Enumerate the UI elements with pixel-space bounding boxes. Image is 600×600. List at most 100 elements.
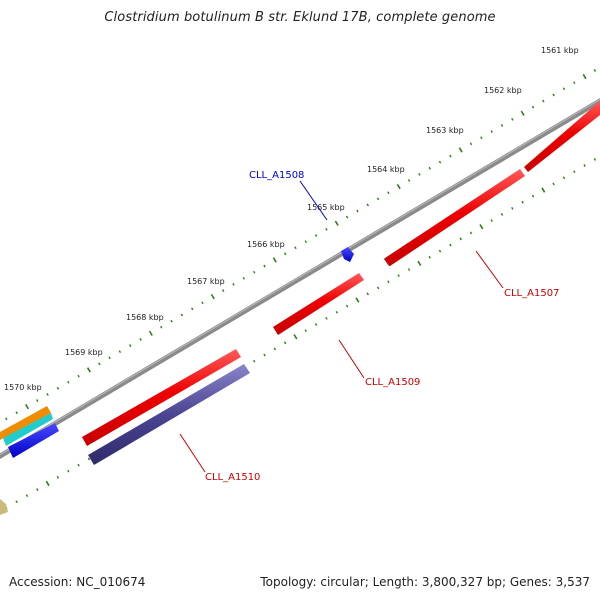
inner-track-minor-tick: [531, 194, 535, 198]
inner-track-minor-tick: [552, 182, 555, 186]
inner-track-minor-tick: [562, 176, 566, 180]
outer-track-major-tick: [396, 183, 401, 190]
inner-track-minor-tick: [263, 353, 266, 357]
outer-track-minor-tick: [511, 117, 514, 121]
gene-cll-a1510[interactable]: [88, 364, 250, 465]
inner-track-minor-tick: [500, 213, 504, 216]
inner-track-major-tick: [293, 334, 298, 340]
outer-track-minor-tick: [314, 234, 318, 237]
outer-track-minor-tick: [5, 417, 8, 421]
inner-track-minor-tick: [428, 255, 431, 259]
gene-left-blue[interactable]: [8, 423, 59, 458]
outer-track-minor-tick: [221, 289, 225, 292]
outer-track-minor-tick: [56, 386, 60, 390]
outer-track-minor-tick: [77, 374, 80, 378]
inner-track-minor-tick: [325, 317, 328, 320]
scale-label-1569: 1569 kbp: [65, 348, 103, 357]
scale-label-1564: 1564 kbp: [367, 165, 405, 174]
inner-track-minor-tick: [521, 200, 524, 204]
scale-label-1562: 1562 kbp: [484, 86, 522, 95]
outer-track-minor-tick: [139, 338, 142, 341]
inner-track-minor-tick: [407, 268, 411, 271]
outer-track-minor-tick: [283, 252, 287, 256]
inner-track-major-tick: [417, 260, 422, 267]
outer-track-minor-tick: [15, 411, 18, 415]
inner-track-minor-tick: [15, 500, 18, 504]
outer-track-minor-tick: [542, 99, 545, 103]
inner-track-minor-tick: [273, 347, 277, 351]
inner-track-minor-tick: [490, 219, 493, 222]
inner-track-minor-tick: [67, 469, 70, 473]
outer-track-minor-tick: [469, 142, 473, 146]
gene-cll-a1508[interactable]: [341, 247, 354, 262]
outer-track-minor-tick: [190, 307, 194, 311]
gene-left-cyan[interactable]: [3, 413, 53, 446]
inner-track-major-tick: [541, 187, 546, 193]
gene-cll-a1510-red[interactable]: [82, 349, 241, 446]
inner-track-minor-tick: [314, 323, 318, 326]
gene-left-orange[interactable]: [0, 406, 51, 440]
inner-track-minor-tick: [438, 249, 442, 253]
outer-track-minor-tick: [118, 350, 122, 354]
gene-cll-a1507[interactable]: [384, 101, 600, 266]
gene-label-cll-a1509[interactable]: CLL_A1509: [365, 377, 420, 388]
inner-track-minor-tick: [511, 206, 514, 210]
inner-track-major-tick: [45, 480, 50, 487]
outer-track-major-tick: [25, 403, 29, 410]
outer-track-minor-tick: [356, 209, 359, 213]
inner-track-minor-tick: [36, 488, 39, 491]
scale-label-1565: 1565 kbp: [307, 203, 345, 212]
gene-label-leaders: [179, 180, 504, 473]
scale-label-1570: 1570 kbp: [4, 383, 42, 392]
outer-track-minor-tick: [129, 344, 132, 347]
inner-track-major-tick: [479, 224, 484, 230]
topology-summary-text: Topology: circular; Length: 3,800,327 bp…: [260, 575, 590, 589]
gene-label-cll-a1510[interactable]: CLL_A1510: [205, 472, 260, 483]
outer-track-minor-tick: [170, 319, 173, 323]
outer-track-minor-tick: [562, 87, 566, 91]
inner-track-minor-tick: [304, 329, 308, 333]
inner-track-minor-tick: [573, 170, 576, 174]
outer-track-minor-tick: [490, 130, 493, 133]
outer-track-minor-tick: [201, 301, 204, 305]
outer-track-major-tick: [458, 147, 463, 153]
gene-cll-a1509[interactable]: [273, 273, 364, 335]
outer-track-minor-tick: [242, 276, 246, 280]
outer-track-minor-tick: [593, 69, 597, 72]
inner-track-minor-tick: [397, 274, 400, 277]
inner-track-minor-tick: [387, 280, 390, 284]
inner-track-minor-tick: [366, 292, 369, 296]
outer-track-minor-tick: [232, 283, 235, 286]
outer-track-major-tick: [210, 293, 215, 300]
outer-track-major-tick: [520, 110, 525, 116]
inner-track-minor-tick: [593, 158, 597, 161]
gene-left-khaki[interactable]: [0, 499, 8, 515]
inner-track-minor-tick: [583, 164, 586, 167]
outer-track-major-tick: [272, 257, 277, 263]
outer-track-minor-tick: [325, 228, 328, 231]
scale-label-1568: 1568 kbp: [126, 313, 164, 322]
inner-track-minor-tick: [469, 231, 473, 235]
outer-track-minor-tick: [552, 93, 555, 97]
outer-track-major-tick: [582, 73, 587, 80]
outer-track-minor-tick: [376, 197, 380, 201]
inner-track-minor-tick: [335, 310, 339, 314]
outer-track-minor-tick: [294, 246, 297, 250]
outer-tick-track: [5, 69, 597, 421]
accession-text: Accession: NC_010674: [9, 575, 146, 589]
inner-track-minor-tick: [25, 494, 29, 498]
outer-track-minor-tick: [438, 160, 442, 164]
inner-track-minor-tick: [56, 475, 60, 479]
gene-label-cll-a1507[interactable]: CLL_A1507: [504, 288, 559, 299]
genome-backbone: [0, 98, 600, 459]
outer-track-minor-tick: [500, 124, 504, 127]
outer-track-minor-tick: [67, 380, 70, 384]
outer-track-minor-tick: [263, 264, 266, 268]
gene-label-cll-a1508[interactable]: CLL_A1508: [249, 170, 304, 181]
scale-label-1561: 1561 kbp: [541, 46, 579, 55]
inner-track-minor-tick: [252, 359, 256, 363]
outer-track-minor-tick: [407, 179, 411, 182]
inner-tick-track: [5, 158, 597, 510]
outer-track-minor-tick: [531, 105, 535, 109]
